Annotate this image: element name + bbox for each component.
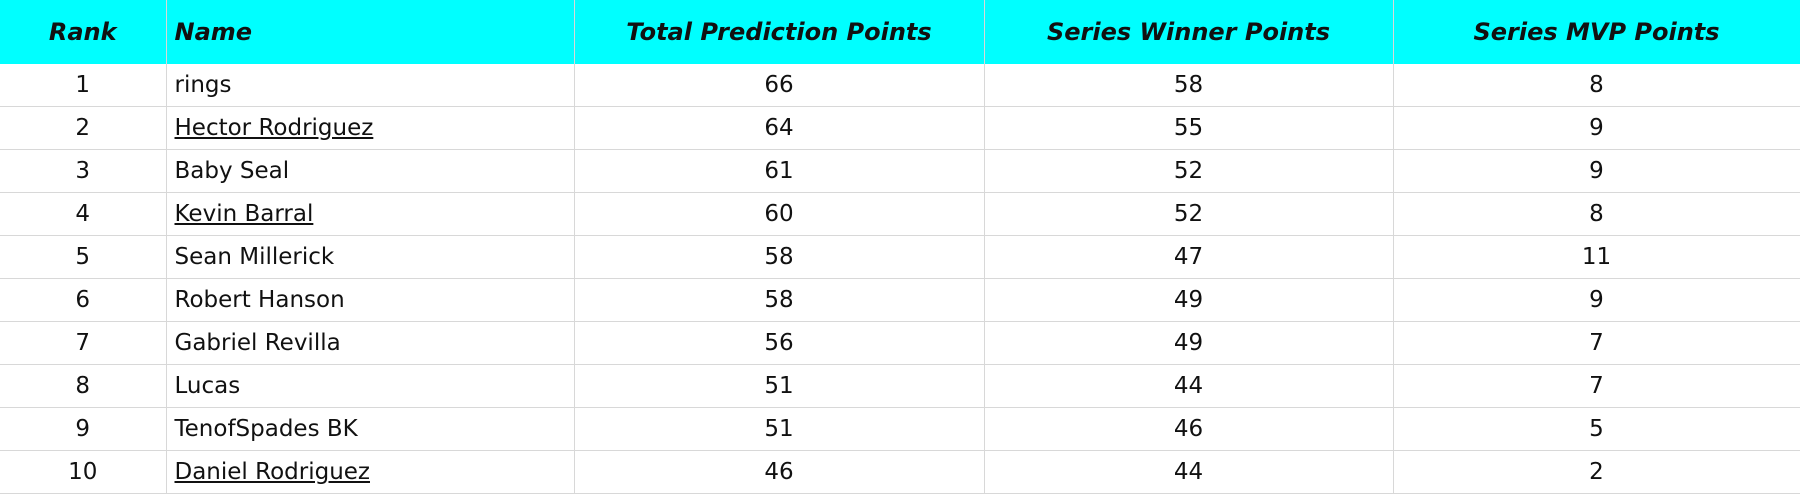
series-winner-points-cell: 44 (983, 364, 1394, 408)
series-winner-points-cell: 52 (983, 149, 1394, 193)
total-points-cell: 61 (573, 149, 985, 193)
table-row: 6 Robert Hanson 58 49 9 (0, 278, 1800, 322)
series-mvp-points-cell: 8 (1392, 64, 1800, 107)
header-rank: Rank (0, 0, 167, 64)
player-link[interactable]: Hector Rodriguez (174, 115, 374, 141)
total-points-cell: 66 (573, 64, 985, 107)
table-row: 1 rings 66 58 8 (0, 64, 1800, 107)
series-mvp-points-cell: 9 (1392, 106, 1800, 150)
table-row: 10 Daniel Rodriguez 46 44 2 (0, 450, 1800, 494)
header-total-points: Total Prediction Points (574, 0, 985, 64)
header-series-mvp-points: Series MVP Points (1393, 0, 1800, 64)
series-winner-points-cell: 44 (983, 450, 1394, 494)
table-row: 9 TenofSpades BK 51 46 5 (0, 407, 1800, 451)
name-cell: Daniel Rodriguez (165, 450, 575, 494)
series-winner-points-cell: 46 (983, 407, 1394, 451)
name-cell: TenofSpades BK (165, 407, 575, 451)
rank-cell: 3 (0, 149, 167, 193)
rank-cell: 5 (0, 235, 167, 279)
rank-cell: 9 (0, 407, 167, 451)
series-mvp-points-cell: 9 (1392, 149, 1800, 193)
rank-cell: 6 (0, 278, 167, 322)
name-cell: Kevin Barral (165, 192, 575, 236)
name-cell: Robert Hanson (165, 278, 575, 322)
series-mvp-points-cell: 8 (1392, 192, 1800, 236)
rank-cell: 1 (0, 64, 167, 107)
player-link[interactable]: Daniel Rodriguez (174, 459, 371, 485)
total-points-cell: 58 (573, 235, 985, 279)
rank-cell: 2 (0, 106, 167, 150)
table-row: 3 Baby Seal 61 52 9 (0, 149, 1800, 193)
series-mvp-points-cell: 7 (1392, 364, 1800, 408)
total-points-cell: 51 (573, 407, 985, 451)
table-row: 2 Hector Rodriguez 64 55 9 (0, 106, 1800, 150)
series-winner-points-cell: 47 (983, 235, 1394, 279)
name-cell: Lucas (165, 364, 575, 408)
total-points-cell: 58 (573, 278, 985, 322)
series-mvp-points-cell: 2 (1392, 450, 1800, 494)
series-mvp-points-cell: 7 (1392, 321, 1800, 365)
series-winner-points-cell: 52 (983, 192, 1394, 236)
header-series-winner-points: Series Winner Points (984, 0, 1394, 64)
table-row: 7 Gabriel Revilla 56 49 7 (0, 321, 1800, 365)
series-winner-points-cell: 58 (983, 64, 1394, 107)
total-points-cell: 60 (573, 192, 985, 236)
player-link[interactable]: Kevin Barral (174, 201, 314, 227)
rank-cell: 7 (0, 321, 167, 365)
total-points-cell: 56 (573, 321, 985, 365)
total-points-cell: 51 (573, 364, 985, 408)
table-row: 4 Kevin Barral 60 52 8 (0, 192, 1800, 236)
table-row: 8 Lucas 51 44 7 (0, 364, 1800, 408)
series-winner-points-cell: 49 (983, 321, 1394, 365)
series-winner-points-cell: 49 (983, 278, 1394, 322)
total-points-cell: 46 (573, 450, 985, 494)
name-cell: Sean Millerick (165, 235, 575, 279)
rank-cell: 8 (0, 364, 167, 408)
table-row: 5 Sean Millerick 58 47 11 (0, 235, 1800, 279)
header-name: Name (166, 0, 575, 64)
header-row: Rank Name Total Prediction Points Series… (0, 0, 1800, 64)
series-mvp-points-cell: 11 (1392, 235, 1800, 279)
series-winner-points-cell: 55 (983, 106, 1394, 150)
rank-cell: 10 (0, 450, 167, 494)
rank-cell: 4 (0, 192, 167, 236)
name-cell: Gabriel Revilla (165, 321, 575, 365)
total-points-cell: 64 (573, 106, 985, 150)
name-cell: Baby Seal (165, 149, 575, 193)
name-cell: Hector Rodriguez (165, 106, 575, 150)
series-mvp-points-cell: 5 (1392, 407, 1800, 451)
name-cell: rings (165, 64, 575, 107)
series-mvp-points-cell: 9 (1392, 278, 1800, 322)
